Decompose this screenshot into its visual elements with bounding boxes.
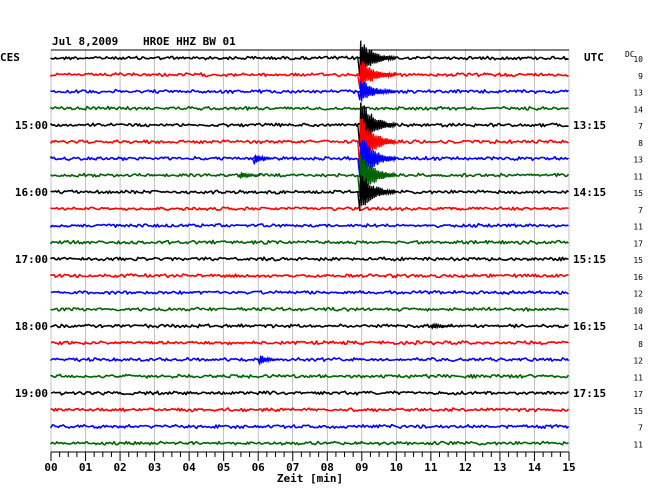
minute-grid <box>50 49 570 452</box>
trace-line <box>50 155 569 162</box>
event-waveform <box>357 174 397 212</box>
dc-offset-value: 8 <box>638 340 643 349</box>
dc-offset-value: 7 <box>638 206 643 215</box>
x-tick-label: 02 <box>113 461 126 474</box>
right-time-label: 17:15 <box>573 387 606 400</box>
dc-offset-value: 17 <box>633 390 643 399</box>
dc-offset-value: 16 <box>633 273 643 282</box>
dc-offset-value: 11 <box>633 440 643 449</box>
dc-offset-value: 17 <box>633 239 643 248</box>
trace-line <box>50 206 569 212</box>
left-time-labels: 15:00 16:00 17:00 18:00 19:00 <box>15 119 48 400</box>
trace-line <box>50 189 569 195</box>
trace-line <box>50 390 570 396</box>
x-tick-label: 03 <box>148 461 161 474</box>
dc-offset-value: 11 <box>633 172 643 181</box>
trace-line <box>50 289 569 295</box>
date-label: Jul 8,2009 <box>52 35 118 48</box>
right-time-label: 14:15 <box>573 186 606 199</box>
right-time-labels: 13:15 14:15 15:15 16:15 17:15 <box>573 119 606 400</box>
trace-line <box>50 340 569 346</box>
trace-line <box>50 88 569 94</box>
right-time-label: 13:15 <box>573 119 606 132</box>
dc-offset-value: 14 <box>633 323 643 332</box>
x-tick-label: 07 <box>286 461 299 474</box>
dc-offset-value: 12 <box>633 290 643 299</box>
dc-offset-value: 10 <box>633 55 643 64</box>
dc-offset-value: 14 <box>633 105 643 114</box>
trace-line <box>50 222 569 229</box>
x-tick-label: 13 <box>493 461 506 474</box>
x-tick-label: 15 <box>562 461 575 474</box>
x-axis: 00 01 02 03 04 05 06 07 08 09 10 11 12 13 14 15 <box>44 451 576 474</box>
x-tick-label: 08 <box>321 461 334 474</box>
dc-label: DC <box>625 50 635 59</box>
x-tick-label: 01 <box>79 461 93 474</box>
trace-line <box>50 72 569 78</box>
x-tick-label: 11 <box>424 461 438 474</box>
x-tick-label: 00 <box>44 461 57 474</box>
x-tick-label: 06 <box>252 461 266 474</box>
right-timezone-label: UTC <box>584 51 604 64</box>
right-time-label: 15:15 <box>573 253 606 266</box>
event-waveform <box>357 81 397 102</box>
trace-line <box>50 440 569 446</box>
x-tick-label: 04 <box>183 461 197 474</box>
trace-line <box>50 306 569 312</box>
event-waveform <box>357 61 397 91</box>
dc-offset-value: 11 <box>633 223 643 232</box>
right-time-label: 16:15 <box>573 320 606 333</box>
x-tick-label: 14 <box>528 461 542 474</box>
left-time-label: 18:00 <box>15 320 48 333</box>
event-waveform <box>429 321 453 330</box>
left-time-label: 16:00 <box>15 186 48 199</box>
dc-offset-value: 11 <box>633 373 643 382</box>
dc-offset-value: 13 <box>633 89 643 98</box>
dc-offset-value: 9 <box>638 72 643 81</box>
x-axis-label: Zeit [min] <box>277 472 343 485</box>
trace-line <box>50 373 570 379</box>
event-waveform <box>257 355 280 367</box>
x-tick-label: 10 <box>390 461 403 474</box>
dc-offset-value: 7 <box>638 122 643 131</box>
trace-line <box>50 239 570 245</box>
trace-line <box>50 55 569 61</box>
trace-line <box>50 407 570 413</box>
dc-offset-value: 8 <box>638 139 643 148</box>
event-waveform <box>251 154 275 165</box>
x-tick-label: 09 <box>355 461 368 474</box>
trace-line <box>50 356 570 363</box>
event-waveforms <box>238 40 453 367</box>
dc-offset-value: 15 <box>633 256 643 265</box>
dc-offset-values: 10 9 13 14 7 8 13 11 15 7 11 17 15 16 12 10 14 8 12 11 17 15 7… <box>633 55 643 449</box>
trace-line <box>50 424 570 430</box>
trace-line <box>50 172 570 178</box>
dc-offset-value: 7 <box>638 424 643 433</box>
left-time-label: 15:00 <box>15 119 48 132</box>
dc-offset-value: 13 <box>633 156 643 165</box>
seismic-traces <box>50 55 570 446</box>
trace-line <box>50 273 569 279</box>
dc-offset-value: 15 <box>633 407 643 416</box>
station-label: HROE HHZ BW 01 <box>143 35 236 48</box>
event-waveform <box>357 154 397 197</box>
dc-offset-value: 15 <box>633 189 643 198</box>
event-waveform <box>238 171 261 180</box>
left-timezone-label: CES <box>0 51 20 64</box>
left-time-label: 19:00 <box>15 387 48 400</box>
trace-line <box>50 139 569 145</box>
dc-offset-value: 10 <box>633 306 643 315</box>
x-tick-label: 05 <box>217 461 230 474</box>
trace-line <box>50 256 569 262</box>
dc-offset-value: 12 <box>633 357 643 366</box>
trace-line <box>50 105 569 111</box>
trace-line <box>50 323 569 329</box>
x-tick-label: 12 <box>459 461 472 474</box>
trace-line <box>50 122 569 128</box>
left-time-label: 17:00 <box>15 253 48 266</box>
